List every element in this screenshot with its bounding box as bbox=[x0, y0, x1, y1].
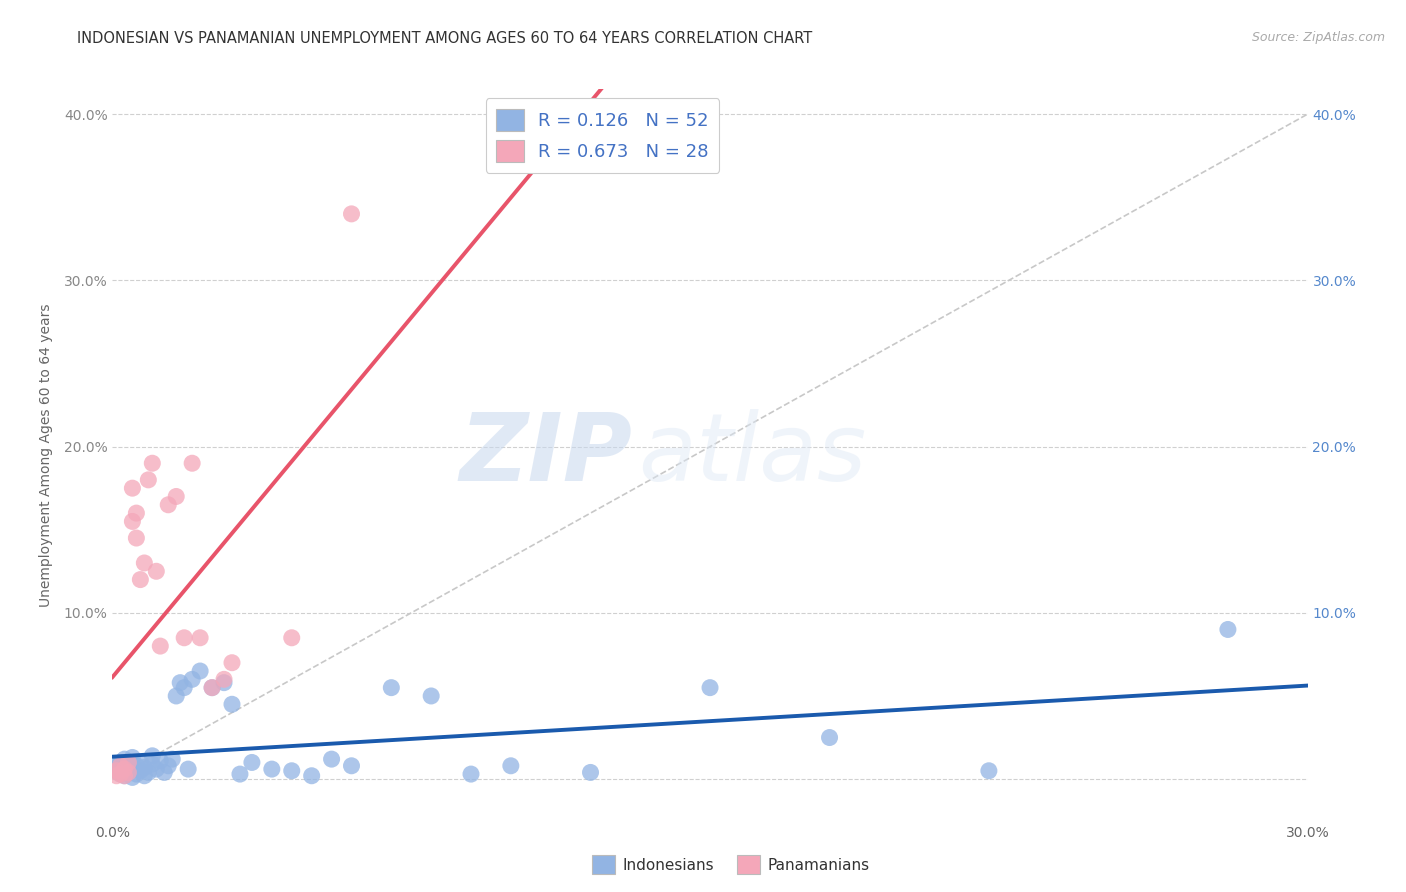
Point bbox=[229, 767, 252, 781]
Point bbox=[117, 765, 139, 780]
Point bbox=[260, 762, 283, 776]
Point bbox=[141, 748, 163, 763]
Point bbox=[138, 765, 160, 780]
Text: atlas: atlas bbox=[638, 409, 866, 500]
Point bbox=[105, 758, 128, 772]
Point bbox=[212, 675, 235, 690]
Point bbox=[117, 765, 139, 780]
Point bbox=[114, 769, 135, 783]
Point bbox=[281, 764, 304, 778]
Point bbox=[301, 769, 323, 783]
Legend: R = 0.126   N = 52, R = 0.673   N = 28: R = 0.126 N = 52, R = 0.673 N = 28 bbox=[485, 98, 720, 173]
Text: INDONESIAN VS PANAMANIAN UNEMPLOYMENT AMONG AGES 60 TO 64 YEARS CORRELATION CHAR: INDONESIAN VS PANAMANIAN UNEMPLOYMENT AM… bbox=[77, 31, 813, 46]
Point bbox=[340, 758, 363, 772]
Point bbox=[460, 767, 482, 781]
Point bbox=[818, 731, 841, 745]
Point bbox=[105, 769, 128, 783]
Point bbox=[321, 752, 343, 766]
Text: Source: ZipAtlas.com: Source: ZipAtlas.com bbox=[1251, 31, 1385, 45]
Point bbox=[114, 769, 135, 783]
Point bbox=[173, 681, 195, 695]
Point bbox=[173, 631, 195, 645]
Point bbox=[117, 756, 139, 770]
Point bbox=[121, 762, 143, 776]
Point bbox=[110, 758, 132, 772]
Point bbox=[153, 765, 176, 780]
Point bbox=[169, 675, 191, 690]
Point bbox=[212, 673, 235, 687]
Legend: Indonesians, Panamanians: Indonesians, Panamanians bbox=[586, 849, 876, 880]
Point bbox=[105, 764, 128, 778]
Point bbox=[240, 756, 263, 770]
Point bbox=[499, 758, 522, 772]
Point bbox=[129, 764, 152, 778]
Point bbox=[579, 765, 602, 780]
Point bbox=[134, 556, 156, 570]
Point bbox=[165, 689, 187, 703]
Point bbox=[121, 515, 143, 529]
Point bbox=[977, 764, 1000, 778]
Point bbox=[1216, 623, 1239, 637]
Point bbox=[188, 664, 211, 678]
Point bbox=[114, 762, 135, 776]
Point bbox=[188, 631, 211, 645]
Point bbox=[117, 757, 139, 772]
Point bbox=[165, 490, 187, 504]
Point bbox=[110, 767, 132, 781]
Point bbox=[149, 754, 172, 768]
Point bbox=[380, 681, 402, 695]
Point bbox=[145, 564, 167, 578]
Point bbox=[125, 758, 148, 772]
Point bbox=[149, 639, 172, 653]
Point bbox=[125, 531, 148, 545]
Point bbox=[110, 767, 132, 781]
Y-axis label: Unemployment Among Ages 60 to 64 years: Unemployment Among Ages 60 to 64 years bbox=[38, 303, 52, 607]
Point bbox=[145, 762, 167, 776]
Point bbox=[121, 481, 143, 495]
Point bbox=[110, 756, 132, 770]
Point bbox=[181, 456, 204, 470]
Text: ZIP: ZIP bbox=[460, 409, 633, 501]
Point bbox=[121, 771, 143, 785]
Point bbox=[201, 681, 224, 695]
Point bbox=[138, 473, 160, 487]
Point bbox=[125, 767, 148, 781]
Point bbox=[114, 760, 135, 774]
Point bbox=[105, 764, 128, 778]
Point bbox=[221, 698, 243, 712]
Point bbox=[699, 681, 721, 695]
Point bbox=[121, 750, 143, 764]
Point bbox=[129, 573, 152, 587]
Point bbox=[157, 498, 180, 512]
Point bbox=[110, 762, 132, 776]
Point bbox=[125, 506, 148, 520]
Point bbox=[340, 207, 363, 221]
Point bbox=[114, 752, 135, 766]
Point bbox=[420, 689, 443, 703]
Point bbox=[141, 757, 163, 772]
Point bbox=[129, 756, 152, 770]
Point bbox=[162, 752, 183, 766]
Point bbox=[157, 758, 180, 772]
Point bbox=[134, 769, 156, 783]
Point bbox=[281, 631, 304, 645]
Point bbox=[177, 762, 200, 776]
Point bbox=[141, 456, 163, 470]
Point bbox=[221, 656, 243, 670]
Point bbox=[181, 673, 204, 687]
Point bbox=[134, 760, 156, 774]
Point bbox=[201, 681, 224, 695]
